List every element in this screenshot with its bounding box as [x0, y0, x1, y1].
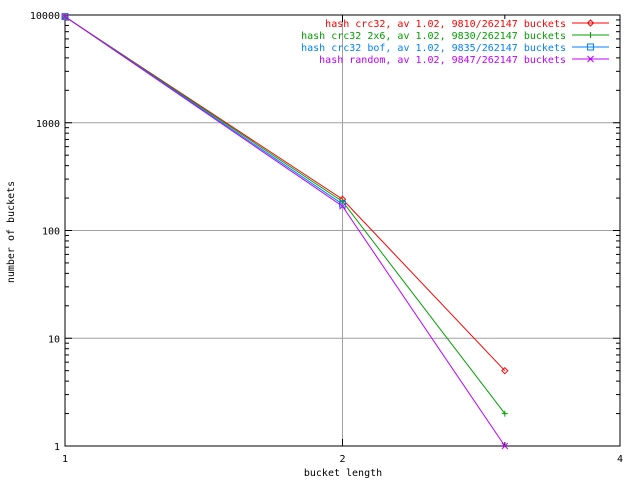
grid-layer: [65, 15, 620, 446]
legend: hash crc32, av 1.02, 9810/262147 buckets…: [301, 19, 609, 66]
x-tick-label: 1: [62, 454, 68, 465]
y-axis-label: number of buckets: [6, 181, 17, 283]
data-point: [61, 13, 69, 20]
data-point: [501, 410, 508, 417]
series-line: [64, 16, 506, 447]
data-point: [339, 202, 346, 210]
data-point: [586, 19, 595, 27]
axes-layer: 1 10 100 1000 10000 1 2 4: [30, 11, 623, 465]
data-point: [501, 366, 509, 375]
series-0: [61, 13, 509, 375]
series-line: [64, 16, 506, 372]
y-tick-label: 1: [54, 442, 60, 453]
data-point: [587, 32, 594, 38]
y-tick-label: 100: [42, 227, 60, 238]
legend-label: hash crc32 2x6, av 1.02, 9830/262147 buc…: [301, 31, 566, 42]
legend-label: hash crc32 bof, av 1.02, 9835/262147 buc…: [301, 43, 566, 54]
x-axis-label: bucket length: [304, 468, 382, 479]
plot-frame: [64, 14, 621, 447]
series-1: [62, 13, 508, 417]
series-3: [61, 13, 509, 450]
legend-label: hash random, av 1.02, 9847/262147 bucket…: [319, 55, 566, 66]
data-point: [587, 43, 594, 51]
data-point: [61, 13, 69, 21]
x-tick-label: 2: [339, 454, 345, 465]
y-tick-label: 10000: [30, 11, 60, 22]
series-layer: [61, 13, 509, 450]
data-point: [501, 442, 509, 450]
x-tick-label: 4: [617, 454, 623, 465]
series-line: [64, 16, 506, 414]
legend-label: hash crc32, av 1.02, 9810/262147 buckets: [325, 19, 566, 30]
y-tick-label: 1000: [36, 119, 60, 130]
data-point: [587, 55, 594, 63]
y-tick-label: 10: [48, 334, 60, 345]
